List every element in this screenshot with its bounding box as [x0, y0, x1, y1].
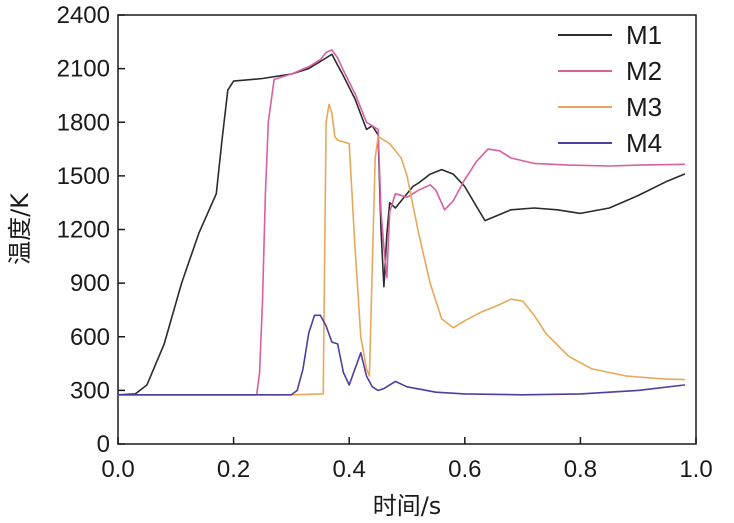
y-tick-label: 1500 [57, 163, 110, 190]
series-group [117, 49, 686, 396]
legend-label-m4: M4 [626, 128, 662, 158]
x-tick-label: 0.0 [101, 456, 134, 483]
x-axis: 0.0 0.2 0.4 0.6 0.8 1.0 [101, 437, 713, 483]
series-line-m4 [117, 314, 686, 396]
y-tick-label: 900 [70, 270, 110, 297]
x-tick-label: 0.4 [333, 456, 366, 483]
y-tick-label: 300 [70, 377, 110, 404]
x-tick-label: 1.0 [679, 456, 712, 483]
series-line-m2 [117, 49, 686, 396]
x-tick-label: 0.2 [217, 456, 250, 483]
y-tick-label: 2100 [57, 56, 110, 83]
series-line-m1 [117, 53, 686, 396]
legend-label-m3: M3 [626, 92, 662, 122]
y-tick-label: 0 [97, 431, 110, 458]
y-tick-label: 2400 [57, 2, 110, 29]
legend: M1 M2 M3 M4 [558, 20, 662, 158]
legend-label-m1: M1 [626, 20, 662, 50]
y-tick-label: 1800 [57, 109, 110, 136]
y-axis: 0 300 600 900 1200 1500 1800 2100 2400 [57, 2, 125, 458]
y-tick-label: 600 [70, 324, 110, 351]
x-tick-label: 0.6 [448, 456, 481, 483]
x-axis-title: 时间/s [373, 492, 442, 520]
x-tick-label: 0.8 [564, 456, 597, 483]
y-axis-title: 温度/K [6, 192, 34, 265]
series-line-m3 [117, 103, 686, 396]
legend-label-m2: M2 [626, 56, 662, 86]
y-tick-label: 1200 [57, 217, 110, 244]
